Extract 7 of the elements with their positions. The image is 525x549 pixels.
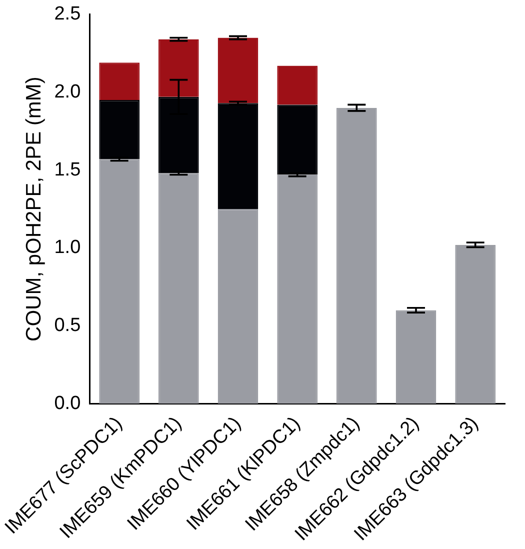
y-tick-label: 0.0 xyxy=(54,392,81,414)
y-axis-title: COUM, pOH2PE, 2PE (mM) xyxy=(22,76,46,342)
y-tick-label: 2.5 xyxy=(54,4,81,25)
y-tick-label: 2.0 xyxy=(54,81,81,102)
y-tick-label: 0.5 xyxy=(54,315,81,336)
y-tick-label: 1.0 xyxy=(54,237,81,258)
y-tick-label: 1.5 xyxy=(54,159,81,180)
